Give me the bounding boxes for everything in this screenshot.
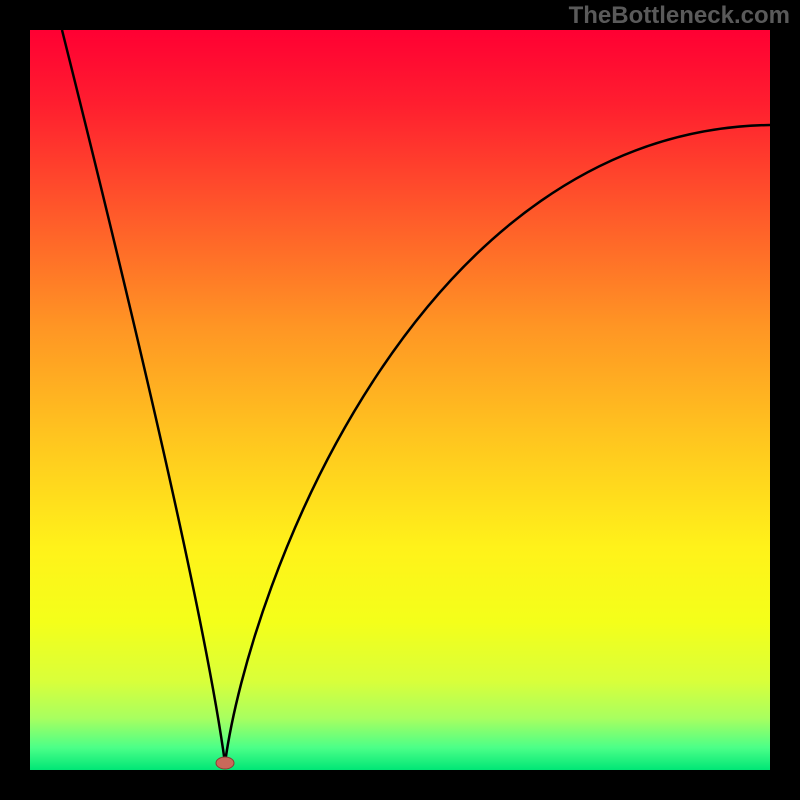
plot-background (30, 30, 770, 770)
chart-container: TheBottleneck.com (0, 0, 800, 800)
optimal-point-marker (216, 757, 234, 769)
bottleneck-chart (0, 0, 800, 800)
watermark-text: TheBottleneck.com (569, 2, 790, 30)
